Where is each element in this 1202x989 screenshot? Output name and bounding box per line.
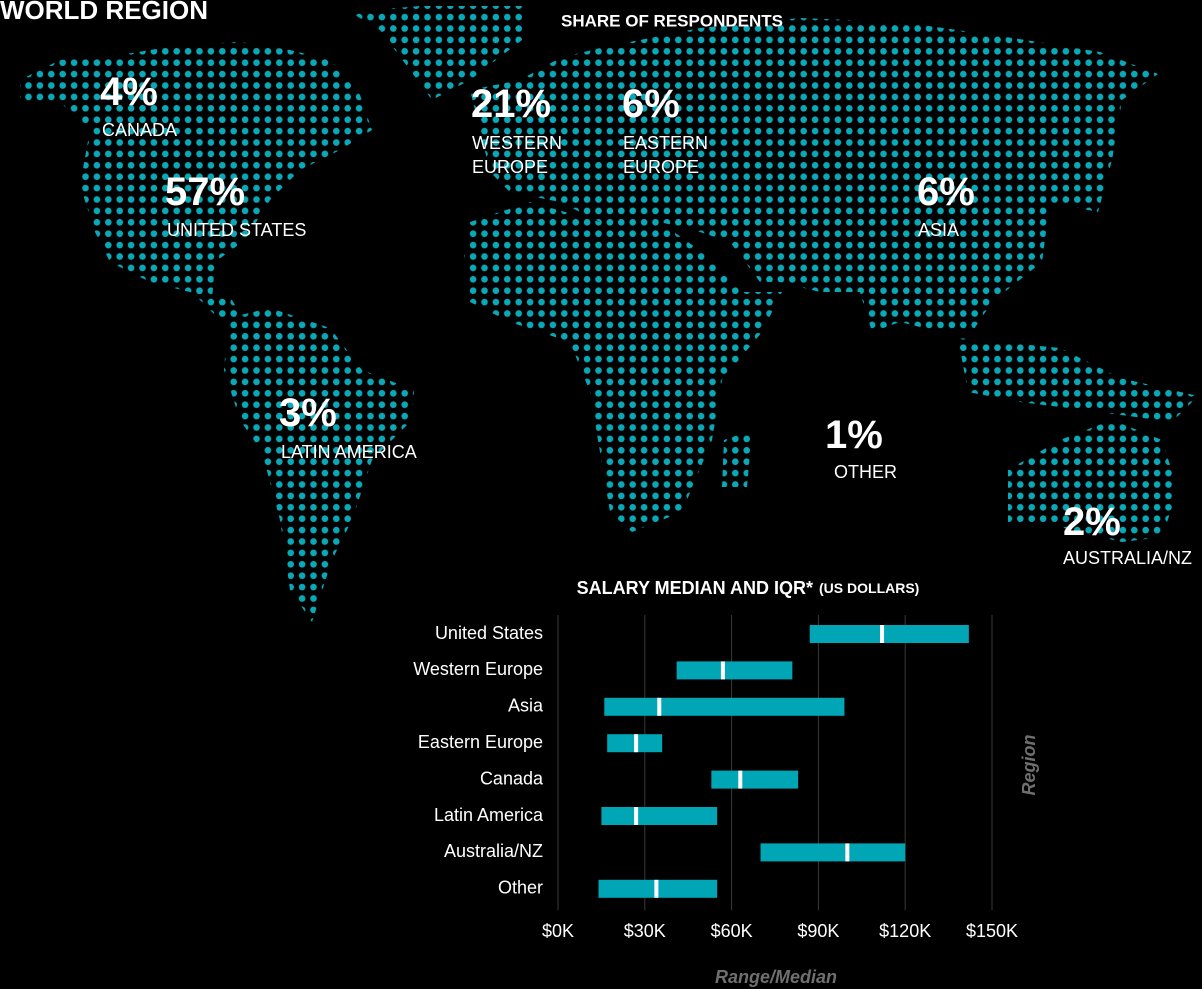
world-map (20, 6, 1198, 622)
y-tick-label: Western Europe (413, 659, 543, 679)
median-marker (720, 661, 725, 680)
australia (1008, 420, 1178, 542)
x-tick-label: $120K (879, 921, 931, 941)
north-america (20, 42, 372, 300)
median-marker (880, 625, 885, 643)
x-tick-label: $90K (797, 921, 839, 941)
region-name: WESTERN EUROPE (472, 133, 562, 177)
region-share: 1% (825, 413, 883, 457)
madagascar (722, 430, 752, 487)
y-axis-label: Region (1019, 734, 1039, 795)
median-marker (654, 879, 659, 898)
south-america (224, 308, 414, 622)
southeast-asia (958, 338, 1198, 422)
region-share: 57% (165, 170, 246, 214)
region-share: 6% (917, 170, 975, 214)
iqr-bar (604, 697, 845, 716)
region-share: 6% (622, 82, 680, 126)
iqr-bar (711, 770, 799, 789)
median-marker (634, 807, 639, 825)
region-name: UNITED STATES (167, 220, 307, 240)
x-tick-label: $30K (624, 921, 666, 941)
iqr-bar (809, 625, 969, 643)
x-tick-label: $150K (966, 921, 1018, 941)
central-america (190, 290, 245, 322)
y-tick-label: Other (498, 878, 543, 898)
region-name: CANADA (102, 120, 178, 140)
median-marker (657, 697, 662, 716)
x-axis-label: Range/Median (715, 967, 837, 987)
region-share: 2% (1063, 500, 1121, 544)
y-tick-label: Latin America (434, 805, 544, 825)
x-tick-label: $60K (711, 921, 753, 941)
region-share: 4% (100, 70, 158, 114)
region-name: OTHER (834, 462, 897, 482)
map-title: SHARE OF RESPONDENTS (561, 11, 783, 30)
iqr-bar (760, 843, 906, 862)
iqr-bar (601, 807, 718, 825)
chart-title: SALARY MEDIAN AND IQR* (US DOLLARS) (577, 578, 920, 598)
y-tick-label: United States (435, 623, 543, 643)
median-marker (845, 843, 850, 862)
median-marker (634, 734, 639, 753)
x-tick-label: $0K (542, 921, 574, 941)
iqr-bar (676, 661, 793, 680)
region-share: 3% (279, 391, 337, 435)
chart-subtitle: (US DOLLARS) (819, 580, 919, 596)
region-share: 21% (471, 82, 552, 126)
africa (464, 202, 782, 532)
y-tick-label: Eastern Europe (418, 732, 543, 752)
median-marker (738, 770, 743, 789)
eurasia (470, 18, 1158, 332)
greenland (350, 6, 525, 100)
y-tick-label: Australia/NZ (444, 841, 543, 861)
chart-title-main: SALARY MEDIAN AND IQR* (577, 578, 813, 598)
region-name: LATIN AMERICA (281, 442, 417, 462)
region-name: AUSTRALIA/NZ (1063, 548, 1193, 568)
y-tick-label: Asia (508, 696, 544, 716)
page-title: WORLD REGION (0, 0, 208, 25)
region-name: EASTERN EUROPE (623, 133, 709, 177)
region-name: ASIA (918, 220, 960, 240)
y-tick-label: Canada (480, 768, 544, 788)
